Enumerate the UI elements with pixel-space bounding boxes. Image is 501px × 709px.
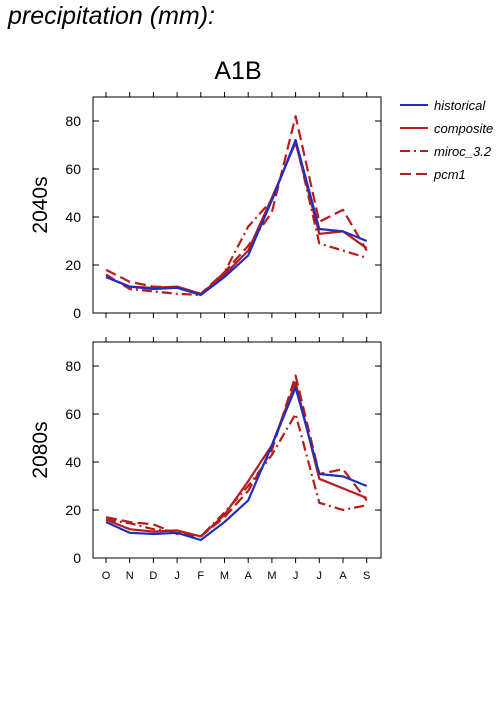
x-tick-label: M <box>267 570 276 582</box>
scenario-title: A1B <box>214 57 261 85</box>
axes-2040s: 0 20 40 60 80 <box>65 92 381 321</box>
legend-label: historical <box>434 98 486 113</box>
y-tick-label: 20 <box>65 257 81 273</box>
y-tick-label: 80 <box>65 358 81 374</box>
series-lines-2080s <box>105 374 368 542</box>
legend: historical composite miroc_3.2 pcm1 <box>400 98 493 182</box>
series-line-pcm1 <box>105 374 368 538</box>
x-tick-label: J <box>293 570 299 582</box>
panel-2040s: 2040s 0 20 40 60 80 <box>29 92 382 321</box>
y-tick-label: 40 <box>65 209 81 225</box>
x-tick-label: A <box>339 570 347 582</box>
x-tick-label: N <box>126 570 134 582</box>
series-line-composite <box>105 381 368 538</box>
series-lines-2040s <box>105 115 368 297</box>
x-tick-label: M <box>220 570 229 582</box>
x-tick-label: F <box>197 570 204 582</box>
y-tick-label: 40 <box>65 454 81 470</box>
legend-label: composite <box>434 121 493 136</box>
series-line-historical <box>105 139 368 297</box>
x-tick-label: S <box>363 570 370 582</box>
plot-frame-2080s <box>92 341 382 559</box>
x-tick-label: J <box>317 570 323 582</box>
y-tick-label: 80 <box>65 113 81 129</box>
series-line-pcm1 <box>105 115 368 295</box>
x-tick-label: D <box>149 570 157 582</box>
figure-title: precipitation (mm): <box>8 2 215 30</box>
panel-2080s: 2080s 0 20 40 60 80 O N D J F M A M J J A S <box>29 337 382 582</box>
y-tick-label: 0 <box>73 550 81 566</box>
x-tick-label: O <box>102 570 111 582</box>
x-tick-label: J <box>174 570 180 582</box>
series-line-historical <box>105 386 368 542</box>
x-tick-label: A <box>245 570 253 582</box>
y-tick-label: 60 <box>65 406 81 422</box>
legend-label: miroc_3.2 <box>434 144 492 159</box>
plot-frame-2040s <box>92 96 382 314</box>
y-tick-label: 60 <box>65 161 81 177</box>
row-label-2040s: 2040s <box>29 176 52 233</box>
y-tick-label: 0 <box>73 305 81 321</box>
legend-label: pcm1 <box>433 167 466 182</box>
series-line-miroc-3-2 <box>105 139 368 297</box>
y-tick-label: 20 <box>65 502 81 518</box>
row-label-2080s: 2080s <box>29 421 52 478</box>
axes-2080s: 0 20 40 60 80 <box>65 337 381 566</box>
